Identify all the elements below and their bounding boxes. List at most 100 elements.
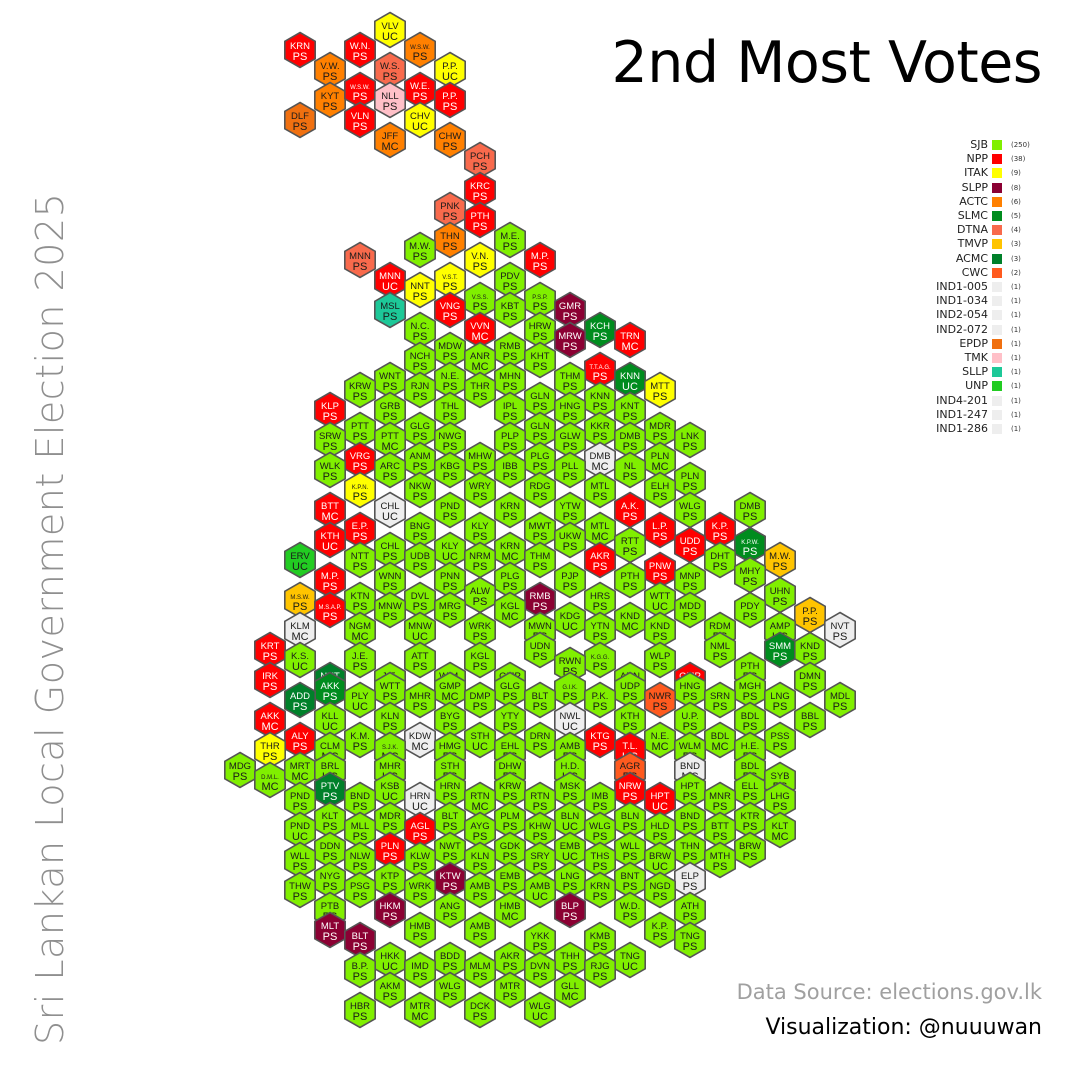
hex-type: PS xyxy=(413,701,428,713)
legend-swatch xyxy=(992,239,1002,250)
hex-type: PS xyxy=(713,861,728,873)
hex-type: PS xyxy=(443,961,458,973)
hex-type: PS xyxy=(413,491,428,503)
legend-count: (8) xyxy=(1011,183,1021,192)
legend-label: SJB xyxy=(970,138,988,151)
hex-type: PS xyxy=(293,891,308,903)
hex-label: KNN xyxy=(590,391,610,402)
map-hex: W.S.PS xyxy=(373,51,407,89)
hex-label: K.P. xyxy=(652,921,669,932)
hex-shape xyxy=(583,311,617,349)
hex-type: PS xyxy=(413,291,428,303)
hex-label: BDD xyxy=(440,951,460,962)
hex-label: DVN xyxy=(530,961,550,972)
hex-shape xyxy=(463,471,497,509)
legend-item: SJB (250) xyxy=(900,138,1050,152)
hex-label: T.L. xyxy=(622,741,637,752)
hex-label: ELH xyxy=(651,481,670,492)
hex-type: PS xyxy=(323,581,338,593)
hex-label: DDN xyxy=(320,841,341,852)
map-hex: P.P.PS xyxy=(793,596,827,634)
hex-type: MC xyxy=(261,781,278,793)
hex-shape xyxy=(763,811,797,849)
hex-type: PS xyxy=(473,261,488,273)
hex-label: AMB xyxy=(560,741,581,752)
legend-count: (1) xyxy=(1011,368,1021,377)
hex-shape xyxy=(463,911,497,949)
hex-type: MC xyxy=(501,551,518,563)
hex-type: PS xyxy=(293,121,308,133)
hex-type: MC xyxy=(381,141,398,153)
hex-type: PS xyxy=(803,616,818,628)
hex-type: PS xyxy=(473,861,488,873)
hex-type: PS xyxy=(503,581,518,593)
hex-type: PS xyxy=(383,471,398,483)
hex-type: PS xyxy=(503,281,518,293)
map-hex: P.P.PS xyxy=(433,81,467,119)
hex-label: DVL xyxy=(411,591,429,602)
hex-shape xyxy=(403,871,437,909)
hex-label: P.P. xyxy=(442,91,458,102)
hex-label: AGL xyxy=(410,821,429,832)
hex-shape xyxy=(643,871,677,909)
hex-type: PS xyxy=(533,331,548,343)
hex-label: MHR xyxy=(409,691,431,702)
hex-label: GMR xyxy=(559,301,581,312)
hex-type: PS xyxy=(383,551,398,563)
hex-label: KLY xyxy=(471,521,489,532)
hex-type: PS xyxy=(503,471,518,483)
hex-type: PS xyxy=(533,361,548,373)
legend-label: IND2-072 xyxy=(936,322,988,336)
hex-type: PS xyxy=(443,911,458,923)
hex-type: UC xyxy=(562,851,578,863)
hex-type: PS xyxy=(593,891,608,903)
hex-type: PS xyxy=(653,491,668,503)
hex-label: M.S.W. xyxy=(290,595,310,601)
hex-type: MC xyxy=(381,441,398,453)
hex-type: UC xyxy=(412,631,428,643)
hex-label: HMG xyxy=(439,741,461,752)
hex-label: ATH xyxy=(681,901,699,912)
hex-shape xyxy=(703,841,737,879)
hex-label: N.E. xyxy=(441,371,459,382)
hex-type: PS xyxy=(683,581,698,593)
hex-label: K.P. xyxy=(712,521,729,532)
hex-type: PS xyxy=(473,1011,488,1023)
hex-shape xyxy=(403,371,437,409)
legend-item: IND1-286 (1) xyxy=(900,422,1050,436)
hex-type: PS xyxy=(623,721,638,733)
legend-swatch xyxy=(992,296,1002,307)
hex-label: M.W. xyxy=(409,241,431,252)
hex-label: NRM xyxy=(469,551,491,562)
legend-label: ACMC xyxy=(955,251,988,265)
hex-label: MHY xyxy=(739,566,761,577)
hex-type: PS xyxy=(563,511,578,523)
hex-label: HRS xyxy=(590,591,610,602)
hex-shape xyxy=(583,951,617,989)
hex-label: HNG xyxy=(559,401,580,412)
legend-item: IND1-247 (1) xyxy=(900,408,1050,422)
hex-label: KLW xyxy=(410,851,430,862)
hex-label: BRW xyxy=(649,851,671,862)
hex-shape xyxy=(343,241,377,279)
hex-type: PS xyxy=(713,701,728,713)
